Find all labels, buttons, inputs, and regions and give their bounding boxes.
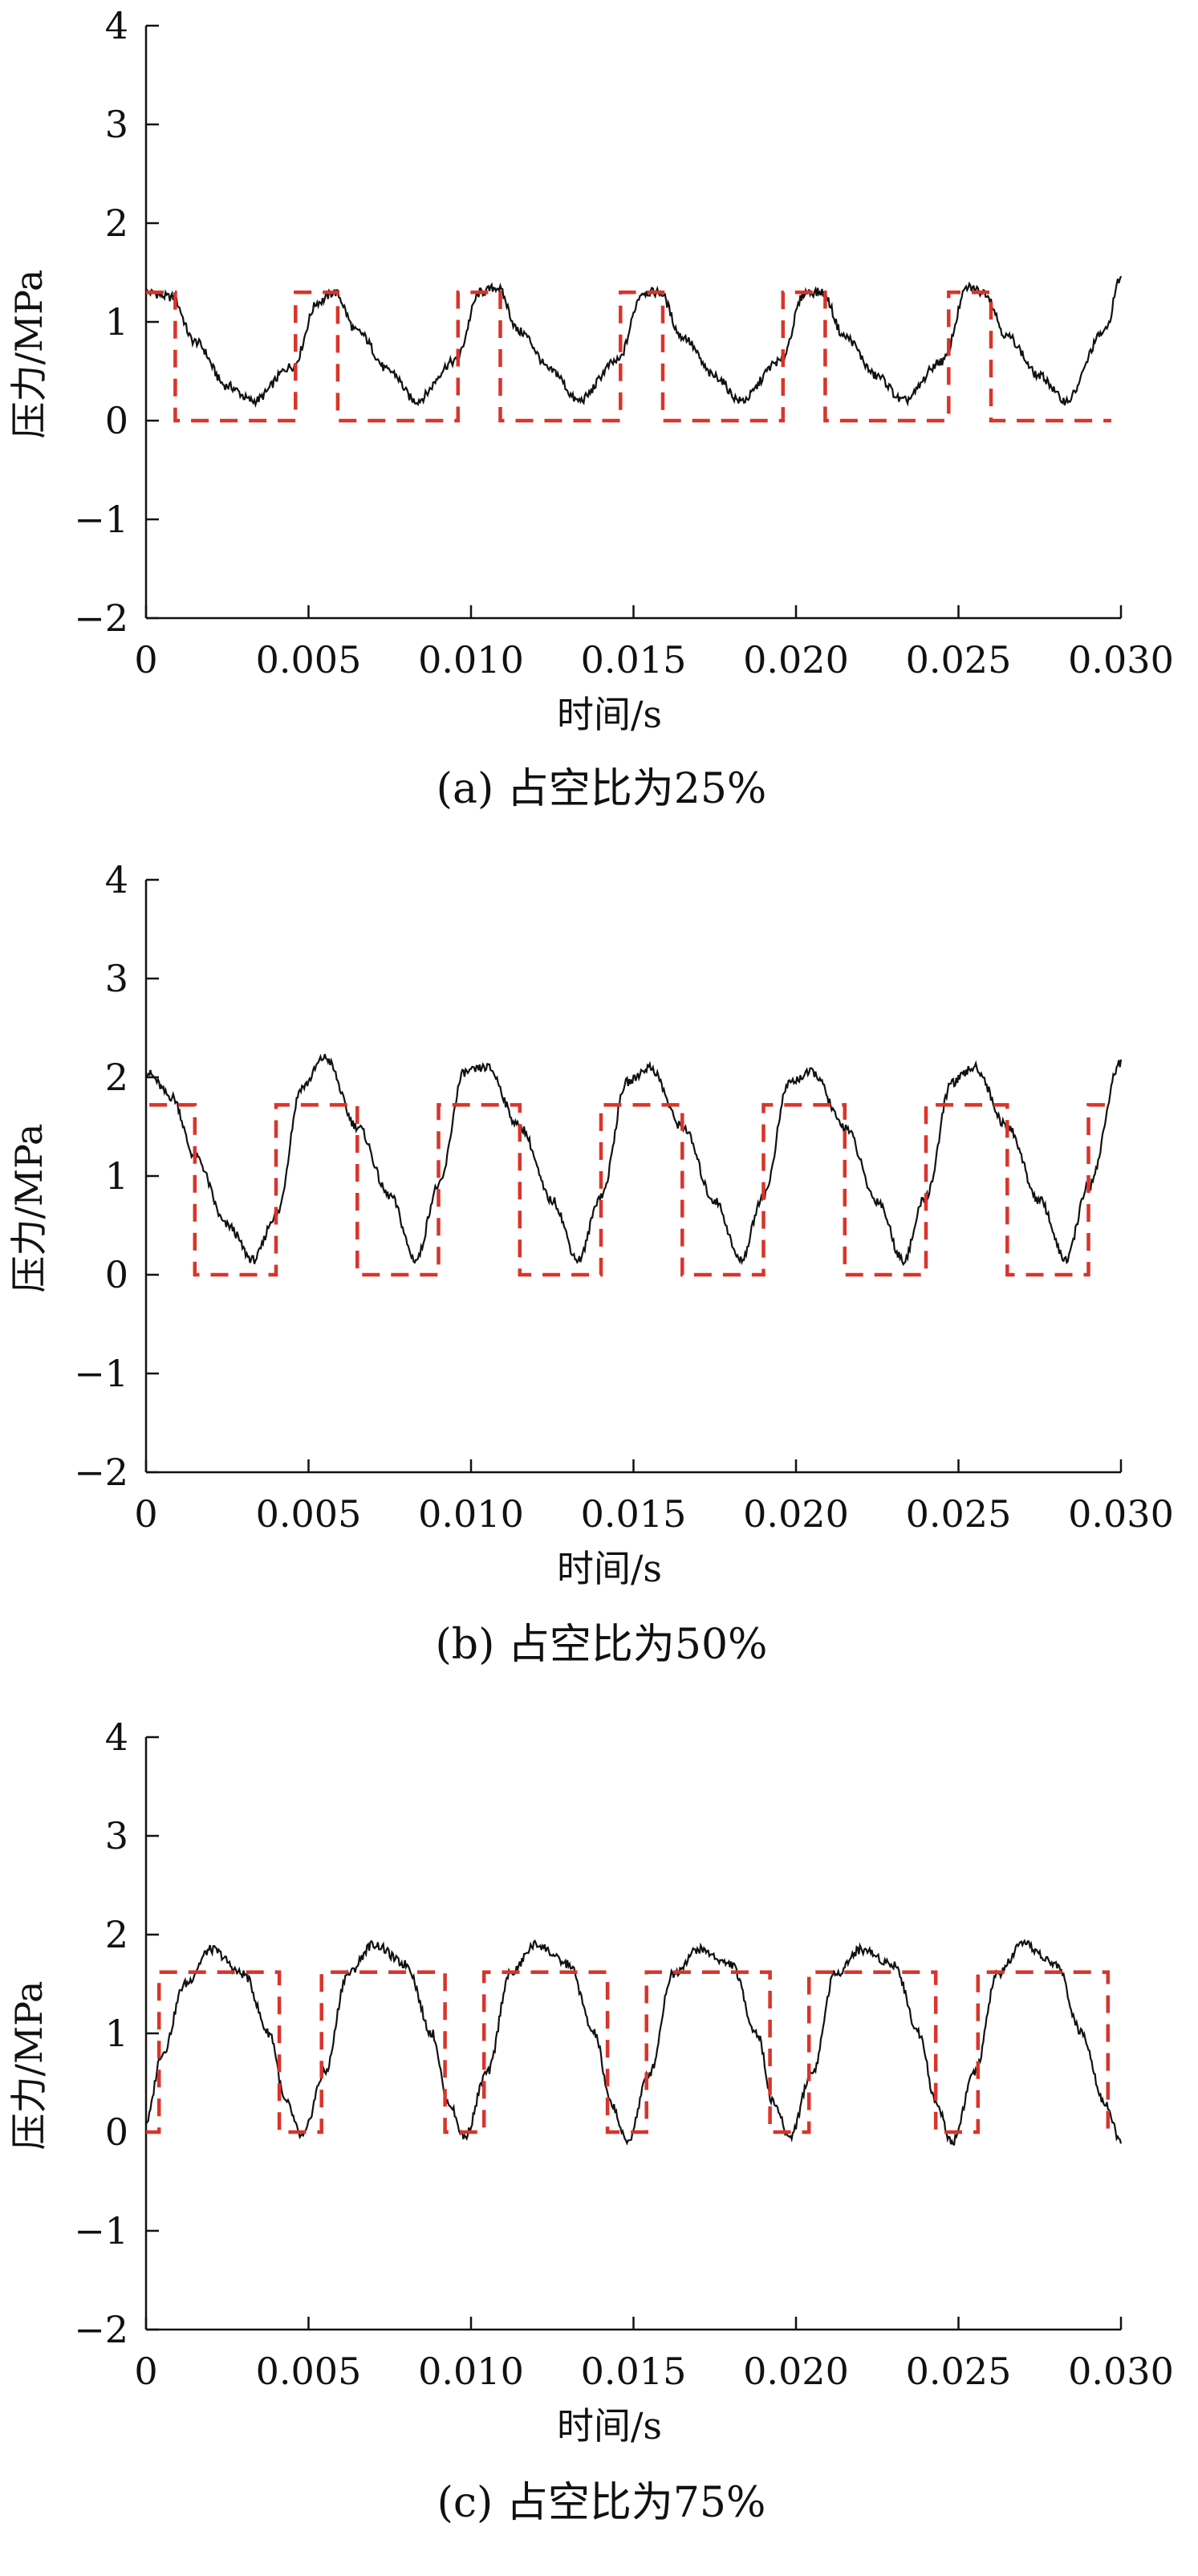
y-axis-label: 压力/MPa — [7, 1124, 51, 1293]
y-tick-label: 1 — [105, 2012, 128, 2055]
x-tick-label: 0.010 — [418, 2350, 524, 2393]
measured-pressure-series — [145, 1053, 1123, 1267]
x-tick-label: 0.015 — [581, 638, 687, 682]
panel-caption: (a) 占空比为25% — [437, 765, 767, 813]
x-tick-label: 0.020 — [743, 2350, 849, 2393]
x-tick-label: 0.030 — [1068, 638, 1174, 682]
x-tick-label: 0.030 — [1068, 1492, 1174, 1536]
x-tick-label: 0.025 — [906, 638, 1012, 682]
y-tick-label: 1 — [105, 1154, 128, 1198]
panel-caption: (c) 占空比为75% — [437, 2479, 766, 2527]
x-tick-label: 0 — [134, 1492, 157, 1536]
chart-panel-b: −2 −1 0 1 2 3 4 0 0.005 0.010 0.015 0.020 0.025 0.030… — [7, 858, 1174, 1669]
y-tick-label: 2 — [105, 1913, 128, 1956]
y-tick-label: 4 — [105, 858, 128, 901]
x-tick-label: 0.025 — [906, 1492, 1012, 1536]
x-tick-label: 0.010 — [418, 638, 524, 682]
chart-panel-c: −2 −1 0 1 2 3 4 0 0.005 0.010 0.015 0.020 0.025 0.030… — [7, 1715, 1174, 2527]
x-tick-label: 0.005 — [256, 638, 362, 682]
x-tick-label: 0.015 — [581, 1492, 687, 1536]
command-signal-series — [149, 1103, 1115, 1277]
y-tick-label: 2 — [105, 1056, 128, 1099]
x-axis-label: 时间/s — [557, 693, 662, 736]
x-tick-label: 0 — [134, 638, 157, 682]
x-tick-label: 0.020 — [743, 1492, 849, 1536]
measured-pressure-series — [145, 1939, 1123, 2147]
y-tick-label: −1 — [74, 2209, 128, 2252]
measured-pressure-series — [144, 275, 1123, 409]
y-tick-label: −1 — [74, 498, 128, 541]
y-tick-label: −2 — [74, 1451, 128, 1494]
y-tick-label: −2 — [74, 596, 128, 640]
y-tick-label: 0 — [105, 2110, 128, 2154]
y-tick-label: 3 — [105, 1814, 128, 1858]
x-tick-label: 0.020 — [743, 638, 849, 682]
y-tick-label: 1 — [105, 300, 128, 344]
x-tick-label: 0 — [134, 2350, 157, 2393]
x-tick-label: 0.030 — [1068, 2350, 1174, 2393]
y-tick-label: 3 — [105, 103, 128, 146]
y-tick-label: 0 — [105, 399, 128, 442]
y-tick-label: 4 — [105, 4, 128, 47]
y-tick-label: 4 — [105, 1715, 128, 1759]
y-tick-label: 0 — [105, 1253, 128, 1296]
x-tick-label: 0.010 — [418, 1492, 524, 1536]
x-tick-label: 0.025 — [906, 2350, 1012, 2393]
x-tick-label: 0.005 — [256, 2350, 362, 2393]
y-axis-label: 压力/MPa — [7, 270, 51, 439]
x-axis-label: 时间/s — [557, 1547, 662, 1590]
chart-panel-a: −2 −1 0 1 2 3 4 0 0.005 0.010 0.015 0.020 0.025 0.030… — [7, 4, 1174, 813]
y-tick-label: −2 — [74, 2308, 128, 2351]
y-tick-label: −1 — [74, 1352, 128, 1395]
x-tick-label: 0.005 — [256, 1492, 362, 1536]
y-axis-label: 压力/MPa — [7, 1981, 51, 2151]
panel-caption: (b) 占空比为50% — [436, 1621, 768, 1669]
y-tick-label: 3 — [105, 957, 128, 1000]
x-axis-label: 时间/s — [557, 2404, 662, 2448]
command-signal-series — [146, 1970, 1111, 2134]
command-signal-series — [146, 290, 1111, 423]
x-tick-label: 0.015 — [581, 2350, 687, 2393]
y-tick-label: 2 — [105, 201, 128, 245]
